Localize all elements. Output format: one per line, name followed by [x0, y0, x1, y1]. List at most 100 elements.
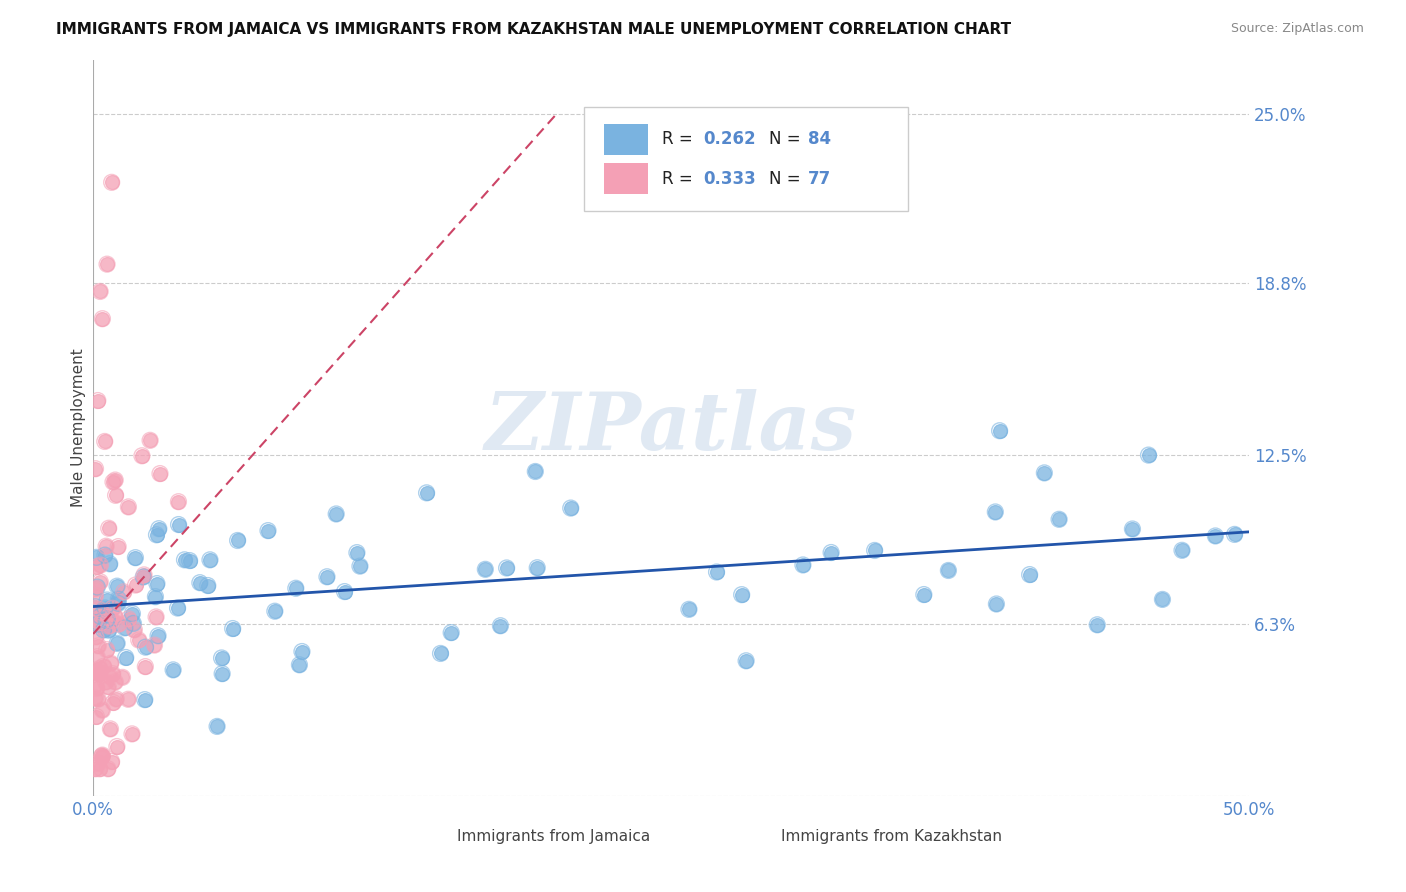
Point — [87, 666, 110, 681]
Point — [86, 550, 108, 565]
Point — [87, 617, 110, 632]
Point — [107, 592, 129, 607]
Point — [134, 692, 156, 706]
Point — [198, 553, 221, 567]
Point — [87, 665, 110, 679]
Point — [114, 621, 136, 635]
Point — [1121, 522, 1143, 536]
Point — [1204, 529, 1226, 543]
Point — [117, 692, 139, 706]
Point — [107, 617, 129, 632]
Point — [104, 473, 127, 487]
Point — [87, 692, 110, 706]
Point — [104, 675, 127, 690]
Point — [134, 692, 156, 706]
Point — [89, 762, 111, 776]
Point — [145, 610, 167, 624]
Point — [84, 599, 107, 614]
Text: N =: N = — [769, 169, 806, 188]
Point — [84, 762, 107, 776]
Point — [526, 560, 548, 574]
Point — [912, 588, 935, 602]
Point — [94, 675, 117, 690]
Point — [86, 559, 108, 574]
Point — [93, 659, 115, 673]
Text: Immigrants from Jamaica: Immigrants from Jamaica — [457, 829, 651, 844]
Point — [863, 543, 886, 558]
Point — [988, 424, 1011, 438]
Text: Source: ZipAtlas.com: Source: ZipAtlas.com — [1230, 22, 1364, 36]
Point — [205, 719, 228, 733]
Point — [89, 762, 111, 776]
Point — [495, 561, 517, 575]
Point — [86, 709, 108, 723]
Point — [101, 614, 124, 628]
Bar — [605, 163, 648, 194]
Point — [173, 553, 195, 567]
Point — [135, 640, 157, 655]
Point — [87, 666, 110, 681]
Point — [162, 663, 184, 677]
Point — [197, 578, 219, 592]
Point — [121, 607, 143, 621]
Point — [101, 475, 124, 489]
Point — [124, 578, 146, 592]
Point — [489, 618, 512, 632]
Point — [226, 533, 249, 548]
Point — [86, 681, 108, 696]
Point — [89, 609, 111, 624]
Point — [104, 675, 127, 690]
Point — [349, 559, 371, 574]
Point — [114, 650, 136, 665]
Point — [288, 657, 311, 672]
Point — [166, 601, 188, 615]
FancyBboxPatch shape — [585, 107, 908, 211]
Point — [524, 465, 547, 479]
Point — [93, 659, 115, 673]
Point — [146, 576, 169, 591]
Point — [984, 505, 1007, 519]
Point — [93, 623, 115, 637]
Point — [167, 517, 190, 532]
Point — [495, 561, 517, 575]
Point — [101, 614, 124, 628]
Text: N =: N = — [769, 130, 806, 148]
Point — [84, 599, 107, 614]
Point — [1018, 567, 1040, 582]
Point — [84, 613, 107, 627]
Text: R =: R = — [662, 169, 697, 188]
Point — [938, 564, 960, 578]
Point — [93, 434, 115, 449]
Point — [131, 449, 153, 463]
Point — [986, 597, 1008, 611]
Point — [984, 505, 1007, 519]
Point — [211, 651, 233, 665]
Point — [97, 624, 120, 638]
Point — [94, 548, 117, 562]
Point — [89, 609, 111, 624]
Point — [211, 666, 233, 681]
Point — [1204, 529, 1226, 543]
Point — [84, 691, 107, 706]
Point — [143, 638, 166, 652]
Circle shape — [752, 830, 775, 844]
Text: IMMIGRANTS FROM JAMAICA VS IMMIGRANTS FROM KAZAKHSTAN MALE UNEMPLOYMENT CORRELAT: IMMIGRANTS FROM JAMAICA VS IMMIGRANTS FR… — [56, 22, 1011, 37]
Point — [284, 581, 307, 595]
Point — [166, 601, 188, 615]
Point — [97, 680, 120, 694]
Point — [87, 639, 110, 653]
Point — [86, 681, 108, 696]
Point — [117, 500, 139, 514]
Point — [429, 647, 451, 661]
Point — [205, 719, 228, 733]
Point — [117, 612, 139, 626]
Point — [114, 621, 136, 635]
Point — [124, 623, 146, 637]
Point — [145, 528, 167, 542]
Point — [284, 581, 307, 595]
Point — [104, 609, 127, 624]
Point — [94, 601, 117, 615]
Point — [84, 613, 107, 627]
Point — [1121, 522, 1143, 536]
Point — [167, 494, 190, 508]
